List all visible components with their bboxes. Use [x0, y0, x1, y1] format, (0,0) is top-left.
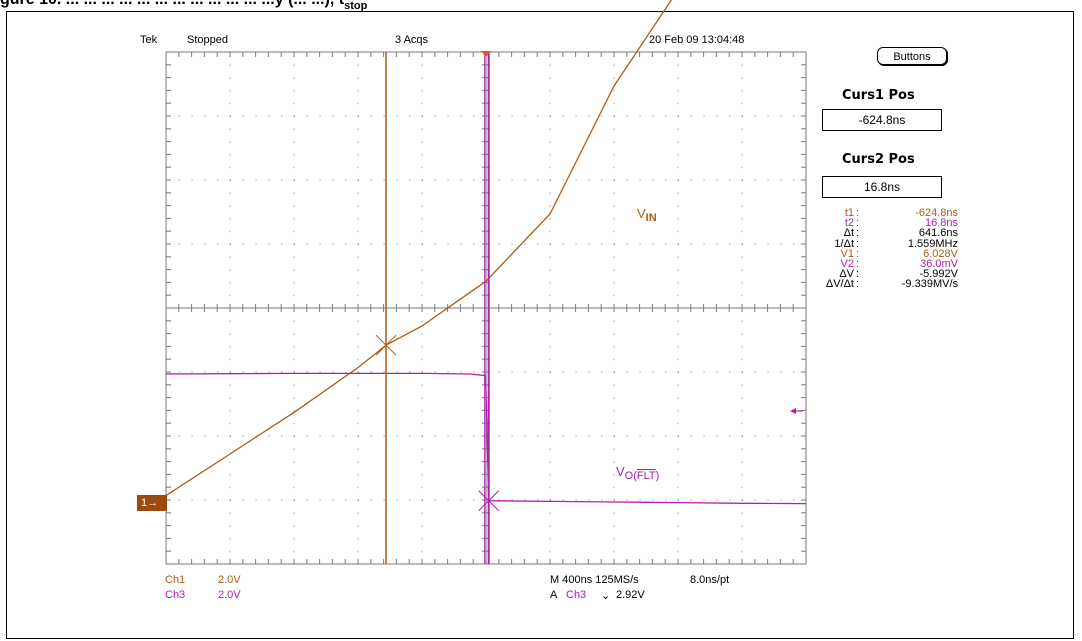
trace-label-part: O(: [625, 470, 638, 482]
ch1-label: Ch1: [165, 574, 186, 586]
readout-colon: :: [856, 278, 860, 291]
series-ch1-trace: [165, 0, 673, 497]
series-ch3-trace: [165, 372, 807, 505]
readout-colon: :: [856, 257, 860, 270]
readout-colon: :: [856, 227, 860, 240]
ch3-scale: 2.0V: [218, 589, 241, 601]
readout-colon: :: [856, 247, 860, 260]
readout-value: 641.6ns: [918, 227, 958, 240]
readout-label: ΔV: [839, 268, 854, 281]
curs1-value-box[interactable]: -624.8ns: [822, 109, 942, 131]
trigger-level: 2.92V: [616, 589, 645, 601]
readout-value: 6.028V: [923, 247, 958, 260]
figure-caption: gure 10. ... ... ... ... ... ... ... ...…: [0, 0, 368, 12]
trigger-level-icon: [790, 408, 796, 414]
readout-row: ΔV/Δt: -9.339MV/s: [812, 278, 958, 291]
cursor-2-intersection-mark: [478, 490, 500, 512]
readout-value: -9.339MV/s: [901, 278, 958, 291]
figure-frame: [6, 11, 1074, 639]
ch3-label: Ch3: [165, 589, 186, 601]
readout-value: -624.8ns: [915, 207, 958, 219]
acquisition-count: 3 Acqs: [395, 34, 429, 46]
acquisition-state: Stopped: [187, 34, 228, 46]
readout-value: 36.0mV: [920, 257, 958, 270]
ch1-scale: 2.0V: [218, 574, 241, 586]
buttons-button[interactable]: Buttons: [877, 47, 947, 65]
cursor-1-intersection-mark: [375, 334, 397, 356]
readout-row: t2: 16.8ns: [812, 217, 958, 230]
readout-row: ΔV: -5.992V: [812, 268, 958, 281]
vo-trace-label: VO(FLT): [616, 464, 659, 482]
readout-label: ΔV/Δt: [825, 278, 854, 291]
readout-value: 16.8ns: [924, 217, 958, 230]
readout-row: t1: -624.8ns: [812, 207, 958, 219]
trigger-prefix: A: [550, 589, 558, 601]
readout-value: 1.559MHz: [907, 237, 958, 250]
readout-row: Δt: 641.6ns: [812, 227, 958, 240]
traces: [165, 0, 807, 505]
trigger-slope-icon: ⌄: [601, 590, 611, 602]
trace-label-part: IN: [646, 212, 657, 224]
readout-label: 1/Δt: [834, 237, 854, 250]
readout-colon: :: [856, 237, 860, 250]
readout-label: V2: [840, 257, 854, 270]
readout-row: V1: 6.028V: [812, 247, 958, 260]
trigger-position-icon: [481, 51, 491, 57]
readout-row: V2: 36.0mV: [812, 257, 958, 270]
readout-row: 1/Δt: 1.559MHz: [812, 237, 958, 250]
readout-colon: :: [856, 268, 860, 281]
readout-label: t1: [844, 207, 854, 219]
timebase-readout: M 400ns 125MS/s: [550, 574, 639, 586]
trigger-source: Ch3: [566, 589, 587, 601]
trace-label-part: V: [637, 206, 646, 221]
curs1-title: Curs1 Pos: [842, 88, 915, 103]
ch1-ground-marker: 1→: [137, 495, 167, 511]
brand-label: Tek: [140, 34, 158, 46]
graticule: [165, 51, 807, 565]
datetime-readout: 20 Feb 09 13:04:48: [649, 34, 745, 46]
readout-colon: :: [856, 217, 860, 230]
readout-value: -5.992V: [919, 268, 958, 281]
cursor-readout: t1: -624.8ns t2: 16.8ns Δt: 641.6ns 1/Δt: 1.559…: [812, 207, 958, 291]
curs2-value-box[interactable]: 16.8ns: [822, 176, 942, 198]
readout-label: Δt: [843, 227, 854, 240]
vin-trace-label: VIN: [637, 206, 657, 224]
trace-label-part: V: [616, 464, 625, 479]
trace-label-part: FLT: [637, 470, 656, 482]
readout-label: V1: [840, 247, 854, 260]
readout-label: t2: [844, 217, 854, 230]
readout-colon: :: [856, 207, 860, 219]
trace-label-part: ): [656, 470, 660, 482]
curs2-title: Curs2 Pos: [842, 152, 915, 167]
sample-rate-readout: 8.0ns/pt: [690, 574, 730, 586]
